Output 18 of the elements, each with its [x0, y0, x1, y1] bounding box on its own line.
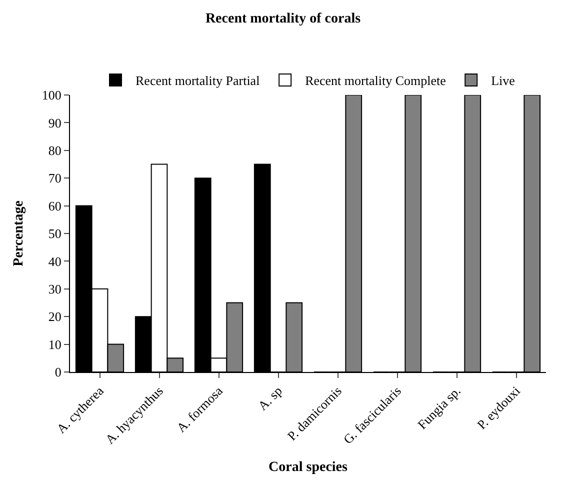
- y-tick-label: 40: [48, 254, 62, 269]
- chart-title: Recent mortality of corals: [205, 11, 362, 26]
- y-tick-label: 90: [48, 115, 62, 130]
- y-tick-label: 80: [48, 142, 62, 158]
- x-tick-label: A. sp: [254, 383, 285, 414]
- y-tick-label: 10: [48, 336, 62, 352]
- x-axis-title: Coral species: [268, 460, 348, 476]
- legend-label: Recent mortality Complete: [305, 73, 446, 88]
- y-axis-title: Percentage: [12, 200, 26, 266]
- y-tick-label: 30: [48, 281, 62, 296]
- y-tick-label: 60: [48, 198, 62, 214]
- y-tick-label: 70: [48, 170, 62, 186]
- y-tick-label: 0: [54, 364, 62, 380]
- y-tick-label: 100: [42, 88, 62, 103]
- y-tick-label: 20: [48, 309, 62, 324]
- y-tick-label: 50: [48, 226, 62, 242]
- legend-label: Recent mortality Partial: [136, 73, 260, 88]
- legend-label: Live: [491, 73, 516, 88]
